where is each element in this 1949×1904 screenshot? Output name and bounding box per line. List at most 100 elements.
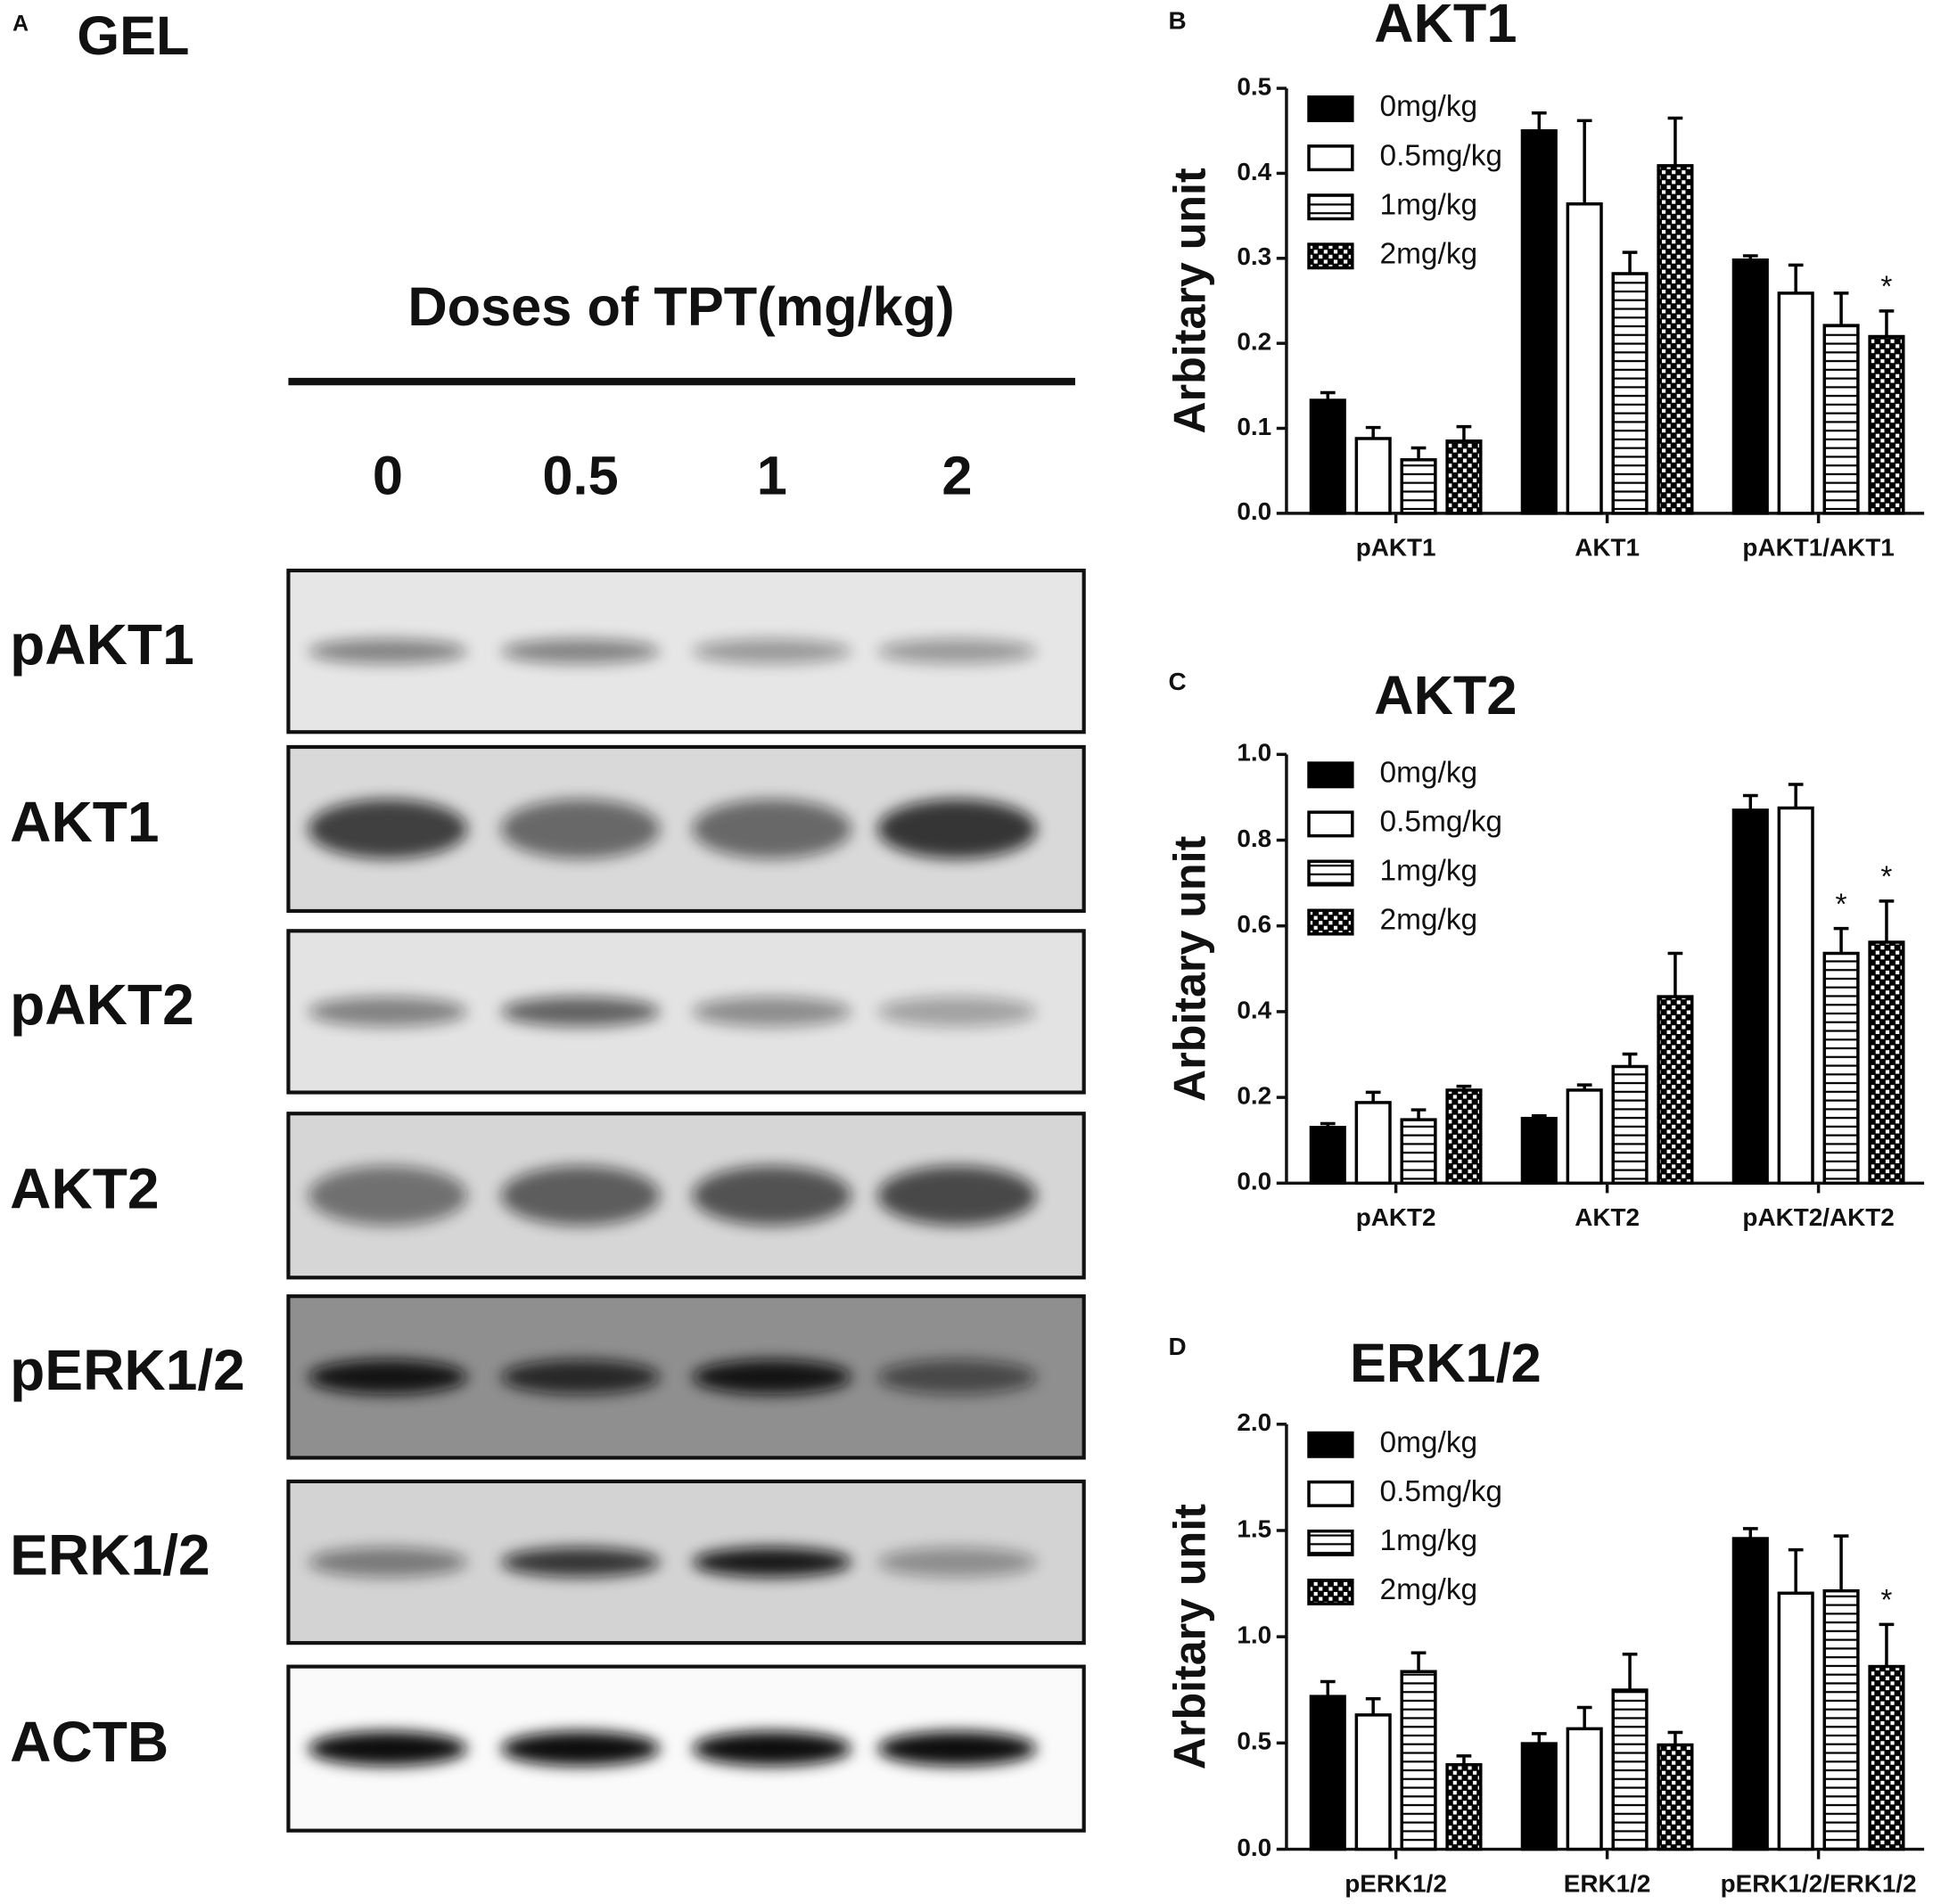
bar [1520, 1742, 1558, 1851]
y-tick-label: 0.0 [1237, 1834, 1271, 1861]
band [692, 1547, 851, 1578]
bar [1822, 1588, 1860, 1851]
bar [1611, 272, 1649, 515]
band [692, 638, 851, 664]
bar [1868, 334, 1905, 515]
band [877, 997, 1037, 1027]
legend-swatch [1307, 144, 1354, 172]
bar [1731, 258, 1769, 515]
bar [1566, 1088, 1603, 1186]
bar [1822, 324, 1860, 515]
y-tick-label: 0.6 [1237, 910, 1271, 938]
bar [1777, 291, 1814, 515]
bar [1445, 1762, 1483, 1851]
band [500, 1165, 661, 1226]
bar [1354, 1713, 1392, 1851]
legend-swatch [1307, 761, 1354, 789]
y-axis-label: Arbitary unit [1165, 168, 1215, 434]
band [308, 1165, 468, 1226]
chart-title: AKT2 [1374, 664, 1517, 726]
legend-label: 1mg/kg [1379, 188, 1477, 221]
bar [1657, 164, 1694, 515]
band [500, 1731, 661, 1767]
panel-label: B [1168, 7, 1186, 35]
y-tick-label: 0.0 [1237, 1168, 1271, 1195]
lane-label: 1 [757, 444, 787, 505]
bar [1400, 458, 1437, 515]
lane-label: 2 [942, 444, 972, 505]
row-label: ACTB [10, 1710, 169, 1774]
band [692, 1359, 851, 1395]
x-tick-label: pERK1/2 [1345, 1869, 1447, 1897]
y-tick-label: 0.5 [1237, 1728, 1271, 1755]
bar [1354, 437, 1392, 515]
bar [1777, 806, 1814, 1186]
legend-label: 0mg/kg [1379, 90, 1477, 123]
x-tick-label: pAKT2/AKT2 [1742, 1203, 1894, 1231]
bar [1611, 1064, 1649, 1186]
band [500, 1359, 661, 1395]
lane-label: 0 [373, 444, 403, 505]
band [500, 799, 661, 859]
row-label: pAKT1 [10, 612, 194, 677]
chart-title: AKT1 [1374, 0, 1517, 53]
legend-swatch [1307, 193, 1354, 221]
y-axis-label: Arbitary unit [1165, 835, 1215, 1102]
x-tick-label: AKT1 [1575, 534, 1640, 562]
gel-title: GEL [77, 4, 189, 66]
band [877, 1731, 1037, 1767]
row-label: AKT2 [10, 1156, 159, 1220]
legend-swatch [1307, 1578, 1354, 1605]
bar [1445, 1088, 1483, 1186]
bar [1400, 1670, 1437, 1851]
y-tick-label: 1.5 [1237, 1514, 1271, 1542]
panel-label: A [12, 12, 29, 37]
y-tick-label: 2.0 [1237, 1408, 1271, 1436]
legend-label: 1mg/kg [1379, 1524, 1477, 1557]
row-label: ERK1/2 [10, 1523, 210, 1588]
bar [1777, 1591, 1814, 1851]
band [308, 799, 468, 859]
bar [1309, 398, 1346, 515]
x-tick-label: ERK1/2 [1564, 1869, 1651, 1897]
band [877, 1165, 1037, 1226]
row-label: AKT1 [10, 790, 159, 854]
y-tick-label: 0.4 [1237, 158, 1271, 185]
legend-label: 2mg/kg [1379, 237, 1477, 270]
x-tick-label: pAKT2 [1356, 1203, 1436, 1231]
significance-marker: * [1836, 888, 1847, 921]
bar [1868, 940, 1905, 1186]
legend-label: 0mg/kg [1379, 756, 1477, 789]
bar [1868, 1664, 1905, 1851]
bar [1731, 1537, 1769, 1851]
row-label: pERK1/2 [10, 1338, 245, 1402]
band [877, 638, 1037, 664]
bar [1520, 129, 1558, 515]
band [877, 799, 1037, 859]
band [500, 997, 661, 1027]
significance-marker: * [1880, 861, 1892, 894]
band [692, 1165, 851, 1226]
legend-label: 0mg/kg [1379, 1426, 1477, 1459]
bar [1822, 951, 1860, 1186]
band [308, 638, 468, 664]
bar [1657, 995, 1694, 1186]
bar [1400, 1118, 1437, 1186]
bar [1611, 1688, 1649, 1851]
legend-label: 2mg/kg [1379, 1573, 1477, 1606]
y-tick-label: 0.1 [1237, 413, 1271, 440]
bar [1309, 1695, 1346, 1851]
legend-label: 0.5mg/kg [1379, 139, 1502, 172]
legend-swatch [1307, 810, 1354, 838]
chart-title: ERK1/2 [1350, 1332, 1542, 1393]
legend-label: 0.5mg/kg [1379, 1475, 1502, 1508]
legend-swatch [1307, 1431, 1354, 1458]
y-tick-label: 0.0 [1237, 497, 1271, 525]
y-tick-label: 0.4 [1237, 996, 1271, 1023]
band [692, 1731, 851, 1767]
gel-panel [286, 568, 1086, 1833]
bar [1309, 1126, 1346, 1186]
x-tick-label: pAKT1 [1356, 534, 1436, 562]
